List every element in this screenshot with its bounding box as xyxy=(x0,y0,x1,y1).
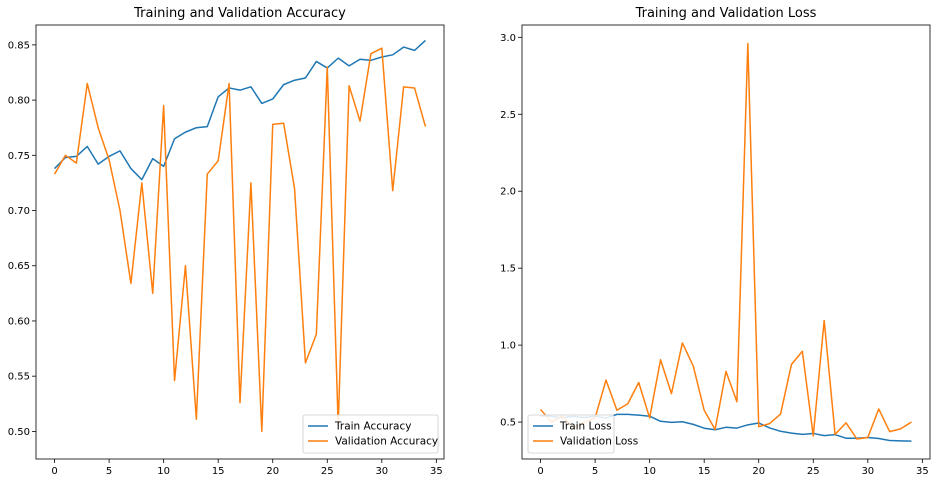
y-tick-label: 0.65 xyxy=(8,261,30,272)
legend: Train Loss Validation Loss xyxy=(527,414,638,454)
x-tick-label: 25 xyxy=(321,466,334,477)
x-tick-label: 5 xyxy=(592,466,598,477)
y-tick-label: 0.85 xyxy=(8,40,30,51)
y-tick-label: 0.5 xyxy=(500,418,516,429)
x-tick-label: 35 xyxy=(430,466,443,477)
x-tick-label: 20 xyxy=(266,466,279,477)
legend-label: Validation Loss xyxy=(560,436,638,448)
x-tick-label: 10 xyxy=(643,466,656,477)
y-tick-label: 0.55 xyxy=(8,372,30,383)
axes-frame xyxy=(35,24,445,460)
series-line-2 xyxy=(53,47,427,433)
x-tick-label: 30 xyxy=(375,466,388,477)
y-tick-label: 0.70 xyxy=(8,206,30,217)
y-tick-label: 0.75 xyxy=(8,151,30,162)
y-tick-label: 2.5 xyxy=(500,110,516,121)
legend-box xyxy=(302,414,439,454)
series-line-2 xyxy=(539,42,912,440)
x-tick-label: 30 xyxy=(861,466,874,477)
loss-chart: Training and Validation Loss 0 5 10 15 20 25 3… xyxy=(500,6,931,477)
loss-plot-area: 0 5 10 15 20 25 30 35 0.5 1.0 1.5 2.0 2.5 3.0 Train Lo… xyxy=(500,33,929,477)
x-tick-label: 10 xyxy=(157,466,170,477)
x-tick-label: 5 xyxy=(106,466,112,477)
x-tick-label: 15 xyxy=(698,466,711,477)
y-tick-label: 0.50 xyxy=(8,427,30,438)
accuracy-plot-area: 0 5 10 15 20 25 30 35 0.50 0.55 0.60 0.65 0.70 0.75 0.… xyxy=(8,39,443,477)
y-tick-label: 1.5 xyxy=(500,264,516,275)
axes-frame xyxy=(521,24,931,460)
x-tick-label: 0 xyxy=(537,466,543,477)
series-line-1 xyxy=(54,39,426,181)
y-tick-label: 0.60 xyxy=(8,316,30,327)
x-tick-label: 35 xyxy=(916,466,929,477)
legend-box xyxy=(527,414,615,454)
legend-label: Validation Accuracy xyxy=(335,436,438,448)
legend-label: Train Accuracy xyxy=(334,421,411,433)
y-tick-label: 2.0 xyxy=(500,187,516,198)
legend-label: Train Loss xyxy=(559,421,612,433)
x-tick-label: 25 xyxy=(807,466,820,477)
chart-title: Training and Validation Accuracy xyxy=(133,6,346,21)
y-tick-label: 3.0 xyxy=(500,33,516,44)
x-tick-label: 20 xyxy=(752,466,765,477)
y-tick-label: 0.80 xyxy=(8,96,30,107)
x-tick-label: 0 xyxy=(51,466,57,477)
legend: Train Accuracy Validation Accuracy xyxy=(302,414,439,454)
accuracy-chart: Training and Validation Accuracy 0 5 10 15 2… xyxy=(8,6,445,477)
y-tick-label: 1.0 xyxy=(500,341,516,352)
x-tick-label: 15 xyxy=(212,466,225,477)
chart-title: Training and Validation Loss xyxy=(635,6,817,21)
